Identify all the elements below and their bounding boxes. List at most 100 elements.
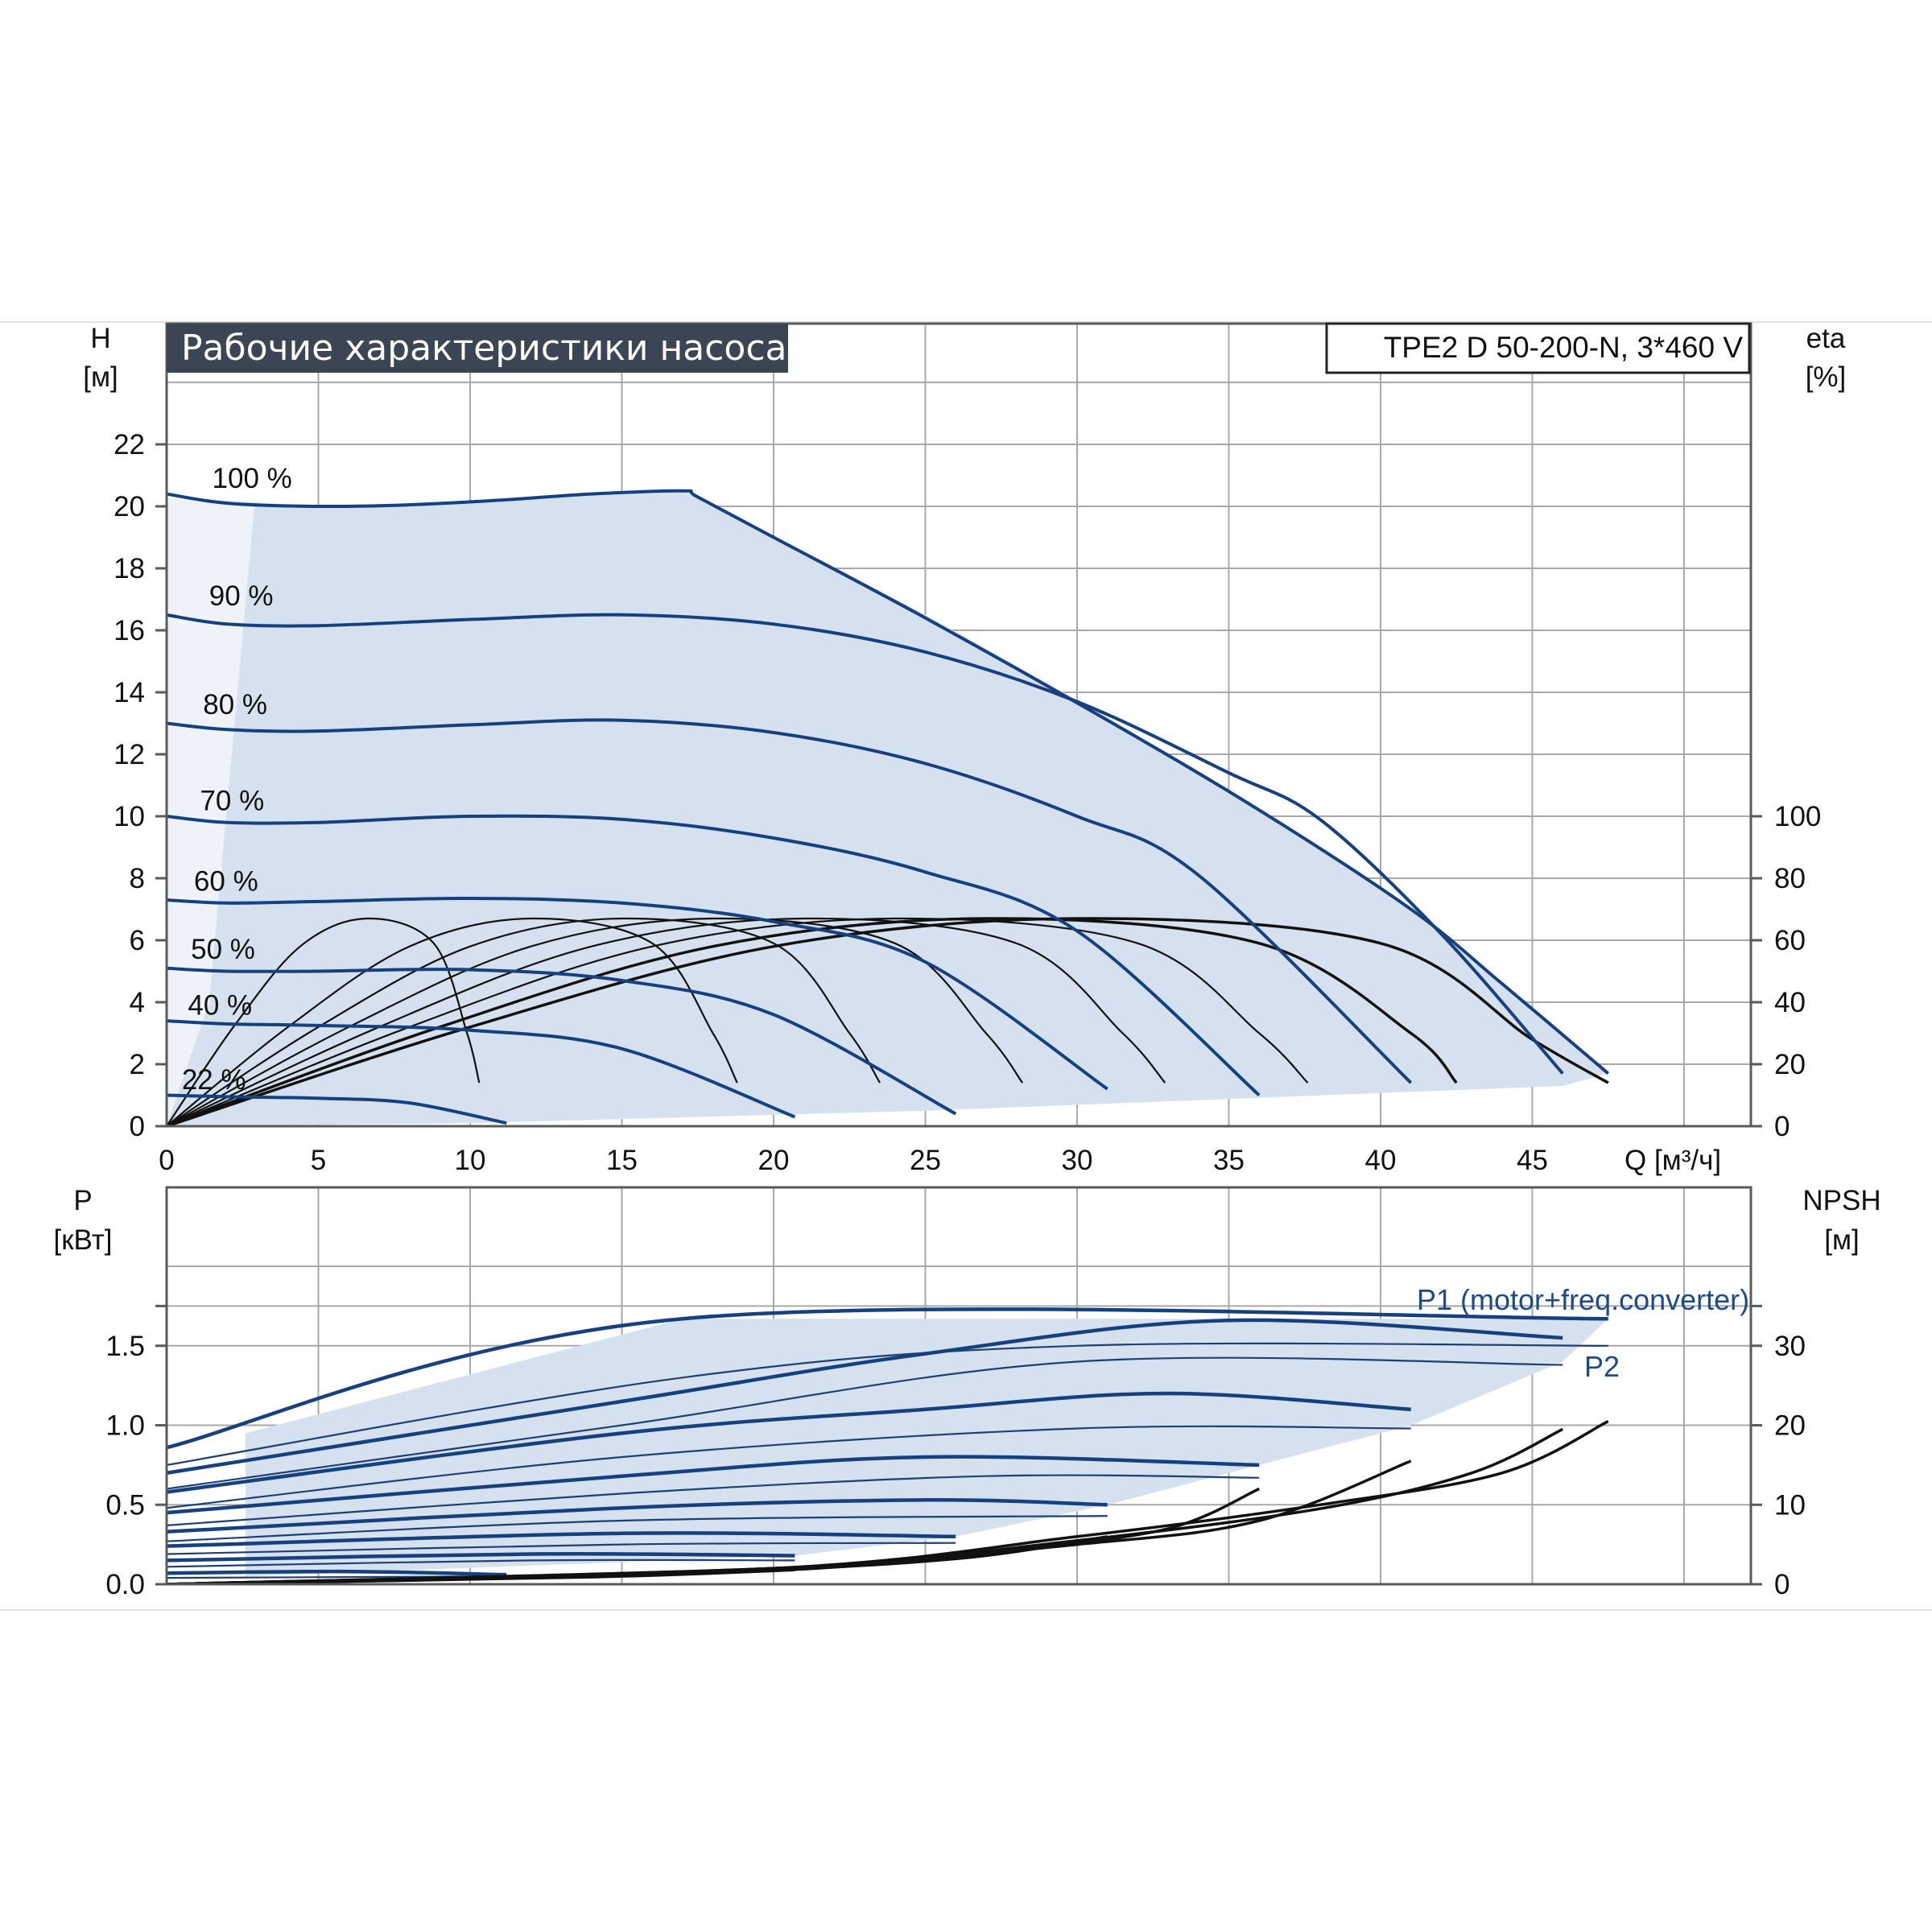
head-curve-7 (167, 1019, 796, 1119)
eta-axis-ticks: 0 20 40 60 80 100 (1751, 801, 1821, 1142)
hq-plot: 0 5 10 15 20 25 30 35 40 45 0 2 4 6 8 10 12 14 16 18 20 22 0… (83, 322, 1847, 1176)
head-curve-5 (167, 896, 1108, 1091)
efficiency-curves (167, 917, 1609, 1126)
eta-tick-label: 40 (1774, 987, 1806, 1018)
head-curve-3 (167, 718, 1413, 1084)
h-tick-label: 14 (114, 677, 145, 708)
p1-curve-8 (167, 1569, 507, 1577)
eta-tick-label: 100 (1774, 801, 1821, 832)
hq-frame (165, 322, 1752, 1128)
p-axis-ticks: 0.0 0.5 1.0 1.5 (105, 1304, 167, 1600)
p2-curve-1 (167, 1342, 1608, 1466)
p-tick-label: 0.5 (105, 1489, 145, 1521)
pq-frame (165, 1186, 1752, 1586)
speed-label-8: 22 % (182, 1064, 246, 1096)
h-axis-ticks: 0 2 4 6 8 10 12 14 16 18 20 22 (114, 429, 167, 1142)
speed-label-5: 60 % (194, 865, 258, 897)
p1-curve-1 (167, 1307, 1608, 1450)
npsh-tick-label: 20 (1774, 1410, 1806, 1442)
h-tick-label: 8 (130, 863, 145, 894)
npsh-axis-ticks: 0 10 20 30 (1751, 1304, 1806, 1600)
eta-curve-3 (167, 917, 1309, 1126)
p-tick-label: 1.5 (105, 1331, 145, 1362)
npsh-curves (167, 1420, 1609, 1584)
head-curve-2 (167, 613, 1564, 1075)
title-bar (167, 324, 788, 373)
q-tick-label: 15 (606, 1145, 638, 1176)
model-box (1325, 322, 1751, 374)
eta-curve-4 (167, 917, 1166, 1126)
p1-curve-2 (167, 1318, 1563, 1476)
eta-axis-unit: [%] (1806, 361, 1847, 393)
p1-curve-4 (167, 1455, 1260, 1515)
npsh-tick-label: 0 (1774, 1569, 1790, 1600)
q-tick-label: 40 (1365, 1145, 1397, 1176)
p2-curve-4 (167, 1474, 1260, 1526)
npsh-tick-label: 10 (1774, 1489, 1806, 1521)
p1-curve-6 (167, 1531, 956, 1548)
h-tick-label: 10 (114, 801, 145, 832)
q-tick-label: 5 (311, 1145, 326, 1176)
p1-curves (167, 1307, 1608, 1577)
p1-curve-3 (167, 1391, 1411, 1494)
q-tick-label: 25 (910, 1145, 941, 1176)
eta-curve-2 (167, 917, 1458, 1126)
h-tick-label: 16 (114, 615, 145, 646)
speed-labels: 100 % 90 % 80 % 70 % 60 % 50 % 40 % 22 % (182, 463, 292, 1096)
model-label: TPE2 D 50-200-N, 3*460 V (1384, 331, 1744, 364)
q-tick-label: 20 (758, 1145, 790, 1176)
chart-title: Рабочие характеристики насоса (181, 328, 786, 369)
eta-tick-label: 0 (1774, 1111, 1790, 1142)
p1-curve-5 (167, 1498, 1108, 1534)
legend-p1: P1 (motor+freq.converter) (1417, 1283, 1749, 1316)
head-curves (167, 489, 1610, 1125)
npsh-axis-label: NPSH (1802, 1185, 1880, 1216)
speed-label-1: 100 % (213, 463, 292, 494)
p2-curve-2 (167, 1356, 1563, 1490)
eta-tick-label: 20 (1774, 1049, 1806, 1080)
q-tick-label: 35 (1213, 1145, 1245, 1176)
speed-label-2: 90 % (209, 580, 274, 612)
head-curve-6 (167, 966, 957, 1116)
eta-curve-8 (167, 917, 481, 1126)
npsh-axis-unit: [м] (1824, 1224, 1860, 1256)
h-tick-label: 4 (130, 987, 145, 1018)
speed-label-7: 40 % (188, 989, 252, 1021)
p-axis-label: P (73, 1185, 92, 1216)
q-tick-label: 10 (455, 1145, 486, 1176)
eta-curve-6 (167, 917, 881, 1126)
eta-axis-label: eta (1806, 323, 1846, 354)
eta-tick-label: 60 (1774, 925, 1806, 956)
h-tick-label: 2 (130, 1049, 145, 1080)
p2-curve-6 (167, 1542, 956, 1555)
p-axis-unit: [кВт] (54, 1224, 113, 1256)
p2-curve-7 (167, 1558, 795, 1568)
p1-curve-7 (167, 1552, 795, 1563)
pq-plot: 0.0 0.5 1.0 1.5 0 10 20 30 P [кВт] NPSH [м] P1… (54, 1185, 1881, 1600)
eta-curve-7 (167, 917, 738, 1126)
h-tick-label: 6 (130, 925, 145, 956)
h-axis-unit: [м] (83, 361, 118, 393)
h-tick-label: 20 (114, 491, 145, 522)
legend-p2: P2 (1584, 1350, 1620, 1383)
speed-label-6: 50 % (191, 934, 255, 965)
h-axis-label: H (90, 323, 110, 354)
head-curve-8 (167, 1093, 507, 1125)
q-tick-label: 30 (1062, 1145, 1093, 1176)
h-tick-label: 0 (130, 1111, 145, 1142)
npsh-tick-label: 30 (1774, 1331, 1806, 1362)
speed-label-4: 70 % (200, 785, 264, 816)
p-tick-label: 1.0 (105, 1410, 145, 1442)
q-tick-label: 45 (1517, 1145, 1548, 1176)
h-tick-label: 18 (114, 553, 145, 584)
h-tick-label: 22 (114, 429, 145, 460)
head-curve-4 (167, 814, 1261, 1096)
q-axis-label: Q [м³/ч] (1624, 1145, 1721, 1176)
speed-label-3: 80 % (203, 689, 267, 720)
eta-tick-label: 80 (1774, 863, 1806, 894)
p2-curve-3 (167, 1425, 1411, 1509)
power-area (246, 1319, 1608, 1577)
head-curve-1 (167, 489, 1610, 1075)
p-tick-label: 0.0 (105, 1569, 145, 1600)
q-tick-label: 0 (159, 1145, 174, 1176)
